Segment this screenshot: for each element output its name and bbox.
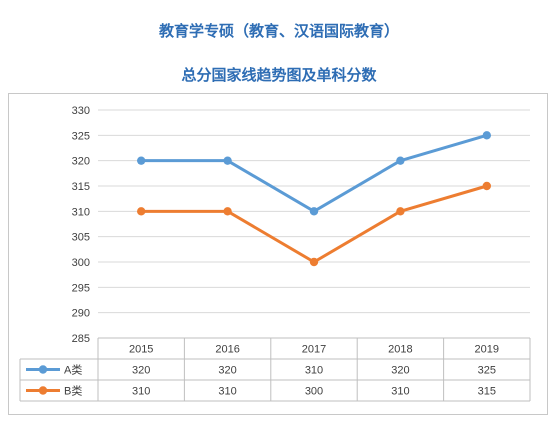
data-point [482, 181, 491, 191]
data-point [223, 156, 232, 165]
data-point [223, 207, 232, 216]
data-point [309, 207, 319, 216]
table-value: 310 [218, 386, 236, 398]
chart-subtitle: 总分国家线趋势图及单科分数 [181, 66, 377, 84]
data-point [309, 257, 319, 267]
chart-frame [8, 93, 548, 415]
y-tick-label: 310 [72, 206, 90, 218]
table-value: 315 [478, 386, 496, 398]
table-value: 320 [391, 365, 409, 377]
data-point [396, 156, 405, 165]
data-point [396, 207, 405, 216]
legend-marker [38, 386, 48, 395]
legend-label: A类 [64, 363, 82, 377]
y-tick-label: 285 [72, 333, 90, 345]
x-tick-label: 2016 [215, 344, 239, 356]
table-value: 310 [132, 386, 150, 398]
data-point [137, 207, 146, 216]
y-tick-label: 290 [72, 308, 90, 320]
series-line [139, 184, 489, 264]
data-point [482, 131, 491, 140]
legend-marker [38, 365, 48, 374]
legend-label: B类 [64, 384, 82, 398]
y-tick-label: 325 [72, 130, 90, 142]
table-value: 320 [218, 365, 236, 377]
table-value: 325 [478, 365, 496, 377]
chart-title: 教育学专硕（教育、汉语国际教育） [158, 22, 399, 40]
data-point [137, 156, 146, 165]
table-value: 310 [391, 386, 409, 398]
table-value: 310 [305, 365, 323, 377]
x-tick-label: 2018 [388, 344, 412, 356]
x-tick-label: 2017 [302, 344, 326, 356]
x-tick-label: 2015 [129, 344, 153, 356]
x-tick-label: 2019 [475, 344, 499, 356]
table-value: 300 [305, 386, 323, 398]
y-tick-label: 300 [72, 257, 90, 269]
y-tick-label: 315 [72, 181, 90, 193]
y-tick-label: 330 [72, 105, 90, 117]
table-value: 320 [132, 365, 150, 377]
y-tick-label: 305 [72, 232, 90, 244]
y-tick-label: 320 [72, 156, 90, 168]
y-tick-label: 295 [72, 282, 90, 294]
